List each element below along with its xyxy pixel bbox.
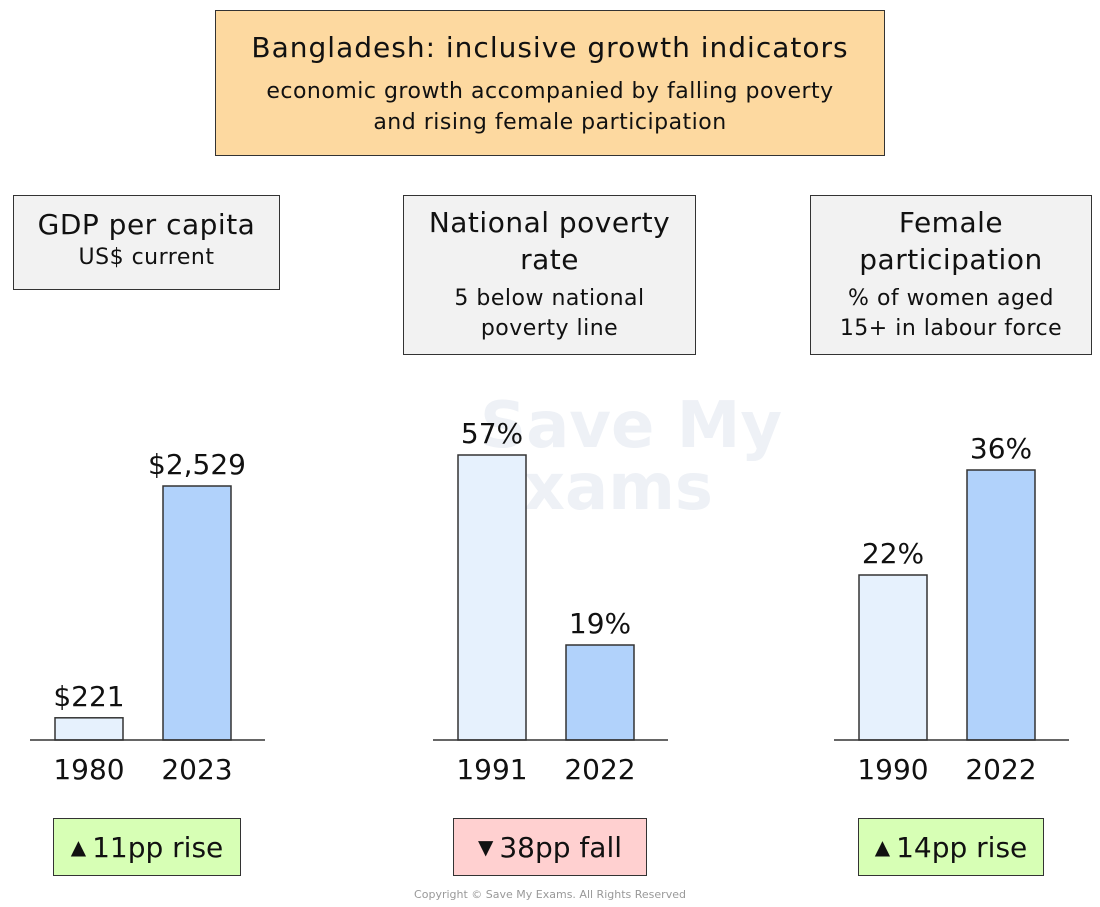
category-label: 2022	[965, 753, 1036, 786]
change-tag-gdp: ▲ 11pp rise	[53, 818, 241, 876]
bar-2022	[966, 469, 1036, 741]
category-label: 1990	[857, 753, 928, 786]
bar-2023	[162, 485, 232, 741]
panel-unit-line-2: 15+ in labour force	[839, 316, 1063, 341]
panel-title-line-1: Female	[898, 206, 1004, 239]
copyright: Copyright © Save My Exams. All Rights Re…	[414, 888, 686, 901]
value-label: $221	[53, 680, 124, 713]
panel-header-gdp: GDP per capita US$ current	[13, 195, 280, 290]
subtitle-line-2: and rising female participation	[373, 110, 727, 135]
value-label: $2,529	[148, 448, 246, 481]
panel-unit: US$ current	[78, 245, 215, 270]
change-label: 14pp rise	[896, 830, 1028, 864]
panel-header-poverty: National poverty rate 5 below national p…	[403, 195, 696, 355]
panel-title-line-1: National poverty	[428, 206, 671, 239]
bar-1990	[858, 574, 928, 741]
triangle-down-icon: ▼	[477, 835, 494, 859]
triangle-up-icon: ▲	[70, 835, 87, 859]
category-label: 1991	[456, 753, 527, 786]
panel-header-female: Female participation % of women aged 15+…	[810, 195, 1092, 355]
value-label: 57%	[461, 417, 523, 450]
triangle-up-icon: ▲	[874, 835, 891, 859]
category-label: 2023	[161, 753, 232, 786]
change-tag-poverty: ▼ 38pp fall	[453, 818, 647, 876]
panel-unit-line-1: 5 below national	[454, 286, 645, 311]
change-tag-female: ▲ 14pp rise	[858, 818, 1044, 876]
bar-2022	[565, 644, 635, 741]
panel-unit-line-1: % of women aged	[848, 286, 1054, 311]
watermark-line-1: Save My	[480, 389, 783, 463]
subtitle-line-1: economic growth accompanied by falling p…	[266, 79, 834, 104]
value-label: 19%	[569, 607, 631, 640]
bar-1991	[457, 454, 527, 741]
category-label: 2022	[564, 753, 635, 786]
category-label: 1980	[53, 753, 124, 786]
change-label: 11pp rise	[92, 830, 224, 864]
title-box: Bangladesh: inclusive growth indicators …	[215, 10, 885, 156]
value-label: 22%	[862, 537, 924, 570]
panel-unit-line-2: poverty line	[480, 316, 619, 341]
chart-subtitle: economic growth accompanied by falling p…	[216, 76, 884, 138]
panel-title: GDP per capita	[37, 208, 256, 241]
value-label: 36%	[970, 432, 1032, 465]
panel-title-line-2: rate	[520, 243, 579, 276]
bar-1980	[54, 717, 124, 741]
panel-title-line-2: participation	[859, 243, 1043, 276]
chart-title: Bangladesh: inclusive growth indicators	[251, 31, 849, 64]
change-label: 38pp fall	[499, 830, 623, 864]
